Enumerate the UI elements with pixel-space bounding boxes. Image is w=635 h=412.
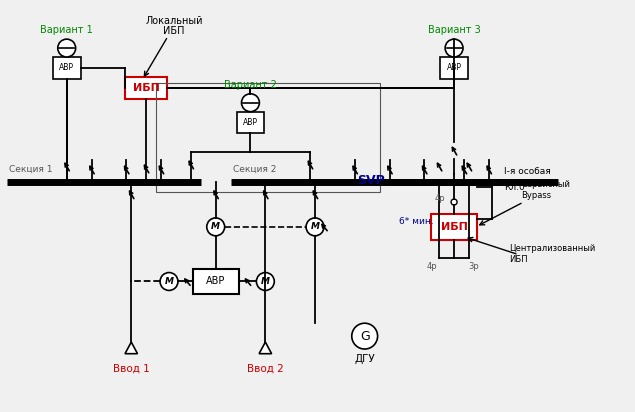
Text: 4р: 4р	[435, 194, 446, 203]
Circle shape	[306, 218, 324, 236]
Text: I-я особая: I-я особая	[504, 167, 551, 176]
Text: 4р: 4р	[427, 262, 438, 271]
Text: 6* мин.: 6* мин.	[399, 218, 434, 226]
Text: Локальный: Локальный	[145, 16, 203, 26]
Text: Вариант 2: Вариант 2	[224, 80, 277, 90]
Text: АВР: АВР	[206, 276, 225, 286]
Circle shape	[241, 94, 259, 112]
Text: ИБП: ИБП	[441, 222, 467, 232]
Text: Секция 2: Секция 2	[232, 165, 276, 174]
Text: Секция 1: Секция 1	[9, 165, 53, 174]
Text: Ввод 1: Ввод 1	[113, 364, 150, 374]
FancyBboxPatch shape	[431, 214, 477, 240]
Text: M: M	[211, 222, 220, 232]
Text: ДГУ: ДГУ	[354, 354, 375, 364]
Text: G: G	[360, 330, 370, 343]
Text: АВР: АВР	[446, 63, 462, 73]
FancyBboxPatch shape	[237, 112, 264, 133]
Text: АВР: АВР	[59, 63, 74, 73]
Circle shape	[451, 199, 457, 205]
Text: Вариант 1: Вариант 1	[41, 25, 93, 35]
Text: M: M	[261, 277, 270, 286]
Circle shape	[257, 273, 274, 290]
Text: Вариант 3: Вариант 3	[428, 25, 481, 35]
Text: ИБП: ИБП	[509, 255, 527, 264]
FancyBboxPatch shape	[53, 57, 81, 79]
Text: Ввод 2: Ввод 2	[247, 364, 284, 374]
Text: ИБП: ИБП	[163, 26, 185, 36]
Polygon shape	[125, 342, 138, 353]
Text: АВР: АВР	[243, 118, 258, 127]
Circle shape	[160, 273, 178, 290]
Polygon shape	[259, 342, 272, 353]
Circle shape	[207, 218, 225, 236]
Text: ИБП: ИБП	[133, 83, 159, 93]
FancyBboxPatch shape	[193, 269, 239, 295]
Text: Bypass: Bypass	[521, 191, 552, 200]
Circle shape	[58, 39, 76, 57]
Text: 3р: 3р	[469, 262, 479, 271]
Circle shape	[445, 39, 463, 57]
FancyBboxPatch shape	[125, 77, 167, 99]
Circle shape	[352, 323, 378, 349]
Text: Кл.0: Кл.0	[504, 183, 525, 192]
Text: Централизованный: Централизованный	[509, 244, 595, 253]
FancyBboxPatch shape	[440, 57, 468, 79]
Text: SVP: SVP	[357, 174, 385, 187]
Text: Сервисный: Сервисный	[521, 180, 570, 189]
Text: M: M	[311, 222, 319, 232]
Text: M: M	[164, 277, 173, 286]
